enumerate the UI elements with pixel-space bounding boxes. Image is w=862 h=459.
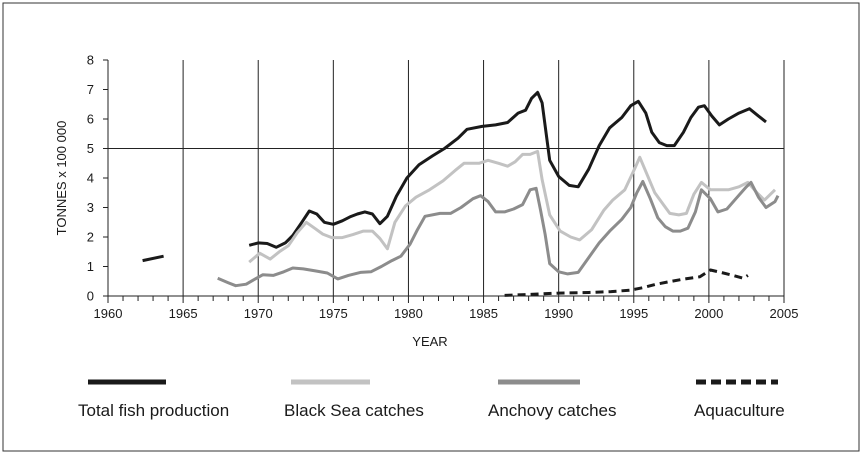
x-tick-label: 2000 [694,306,723,321]
legend-item-3: Aquaculture [694,379,785,420]
series-1 [248,149,777,264]
legend-item-2: Anchovy catches [488,379,617,420]
chart-border [2,2,860,452]
x-tick-label: 1980 [394,306,423,321]
y-tick-label: 6 [87,112,94,127]
legend: Total fish production Black Sea catches An… [78,379,785,420]
x-tick-label: 2005 [770,306,799,321]
series-lines [142,90,780,297]
series-2 [217,180,780,288]
x-tick-label: 1965 [169,306,198,321]
y-tick-label: 0 [87,289,94,304]
axes [103,59,785,303]
legend-label: Total fish production [78,401,229,420]
legend-item-1: Black Sea catches [284,379,424,420]
series-line-2-segment-0 [217,180,780,288]
x-tick-label: 1975 [319,306,348,321]
series-line-1-segment-0 [248,149,777,264]
y-tick-label: 3 [87,200,94,215]
legend-label: Aquaculture [694,401,785,420]
legend-label: Black Sea catches [284,401,424,420]
y-tick-label: 4 [87,171,94,186]
legend-item-0: Total fish production [78,379,229,420]
y-tick-label: 2 [87,230,94,245]
tick-labels: 1960 1965 1970 1975 1980 1985 1990 1995 2000 2005… [87,53,799,322]
series-0 [142,90,767,263]
x-tick-label: 1960 [94,306,123,321]
y-axis-title: TONNES x 100 000 [54,121,69,236]
legend-label: Anchovy catches [488,401,617,420]
x-tick-label: 1990 [544,306,573,321]
series-3 [504,268,749,297]
x-axis-title: YEAR [412,334,447,349]
y-tick-label: 5 [87,141,94,156]
y-tick-label: 8 [87,53,94,68]
series-line-0-segment-0 [142,254,164,263]
x-tick-label: 1995 [619,306,648,321]
x-tick-label: 1970 [244,306,273,321]
x-tick-label: 1985 [469,306,498,321]
series-line-3-segment-0 [504,268,749,297]
y-tick-label: 7 [87,82,94,97]
series-line-0-segment-1 [248,90,767,249]
y-tick-label: 1 [87,259,94,274]
